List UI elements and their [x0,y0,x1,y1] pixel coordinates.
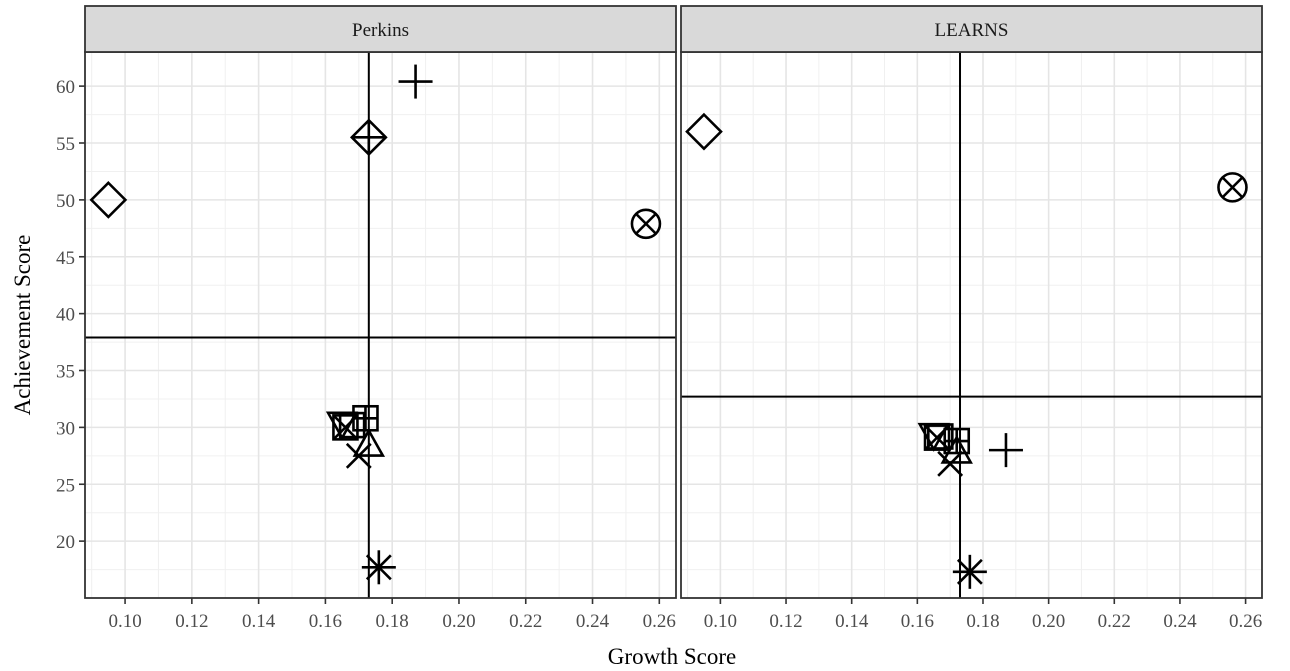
y-tick-label: 25 [56,475,75,496]
point-square-plus [943,427,971,455]
x-tick-label: 0.24 [576,611,610,632]
point-diamond [685,112,723,151]
point-square [927,423,954,450]
x-tick-label: 0.12 [769,611,802,632]
x-tick-label: 0.26 [1229,611,1262,632]
x-tick-label: 0.18 [376,611,409,632]
panel-title: Perkins [352,20,409,41]
y-tick-label: 45 [56,248,75,269]
x-tick-label: 0.18 [966,611,999,632]
panel-background [681,52,1262,598]
x-tick-label: 0.14 [835,611,869,632]
x-tick-label: 0.20 [1032,611,1065,632]
x-tick-label: 0.16 [901,611,934,632]
point-triangle [940,434,973,464]
x-tick-label: 0.16 [309,611,342,632]
point-diamond-plus [349,118,388,157]
x-tick-label: 0.24 [1163,611,1197,632]
x-tick-label: 0.26 [643,611,676,632]
panel-title: LEARNS [935,20,1009,41]
point-x [937,450,964,477]
panel-background [85,52,676,598]
point-asterisk [361,550,396,585]
y-axis-title: Achievement Score [10,235,35,416]
x-tick-label: 0.10 [108,611,141,632]
panel-strip [680,5,1263,53]
point-plus [398,64,433,99]
point-square [338,411,366,439]
x-tick-label: 0.10 [704,611,737,632]
x-tick-label: 0.20 [442,611,475,632]
x-tick-label: 0.22 [509,611,542,632]
panel-0: Perkins 0.10 0.12 0.14 0.16 0.18 0.20 0.22 0.24 0… [56,5,677,632]
y-tick-label: 35 [56,362,75,383]
point-circle-x [630,208,662,240]
y-tick-label: 40 [56,305,75,326]
x-axis-title: Growth Score [608,644,736,669]
point-diamond [89,181,128,219]
y-tick-label: 55 [56,134,75,155]
y-tick-label: 50 [56,191,75,212]
point-triangle [352,427,386,457]
x-tick-label: 0.12 [175,611,208,632]
point-plus [988,433,1023,468]
point-square-plus [352,404,379,432]
y-tick-label: 20 [56,532,75,553]
y-tick-label: 30 [56,418,75,439]
point-x [345,442,372,469]
x-tick-label: 0.14 [242,611,276,632]
point-circle-x [1217,172,1248,203]
panel-1: LEARNS 0.10 0.12 0.14 0.16 0.18 0.20 0.22 0.24 0.… [680,5,1263,632]
point-asterisk [952,554,987,589]
x-tick-label: 0.22 [1098,611,1131,632]
panel-strip [84,5,677,53]
y-tick-label: 60 [56,77,75,98]
